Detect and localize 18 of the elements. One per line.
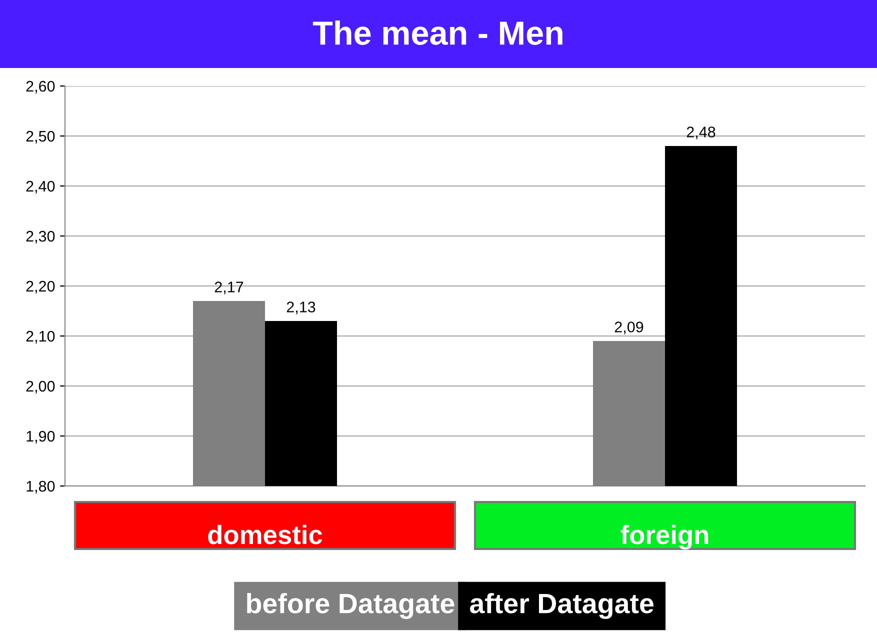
data-label: 2,17 — [214, 282, 244, 294]
data-label: 2,09 — [614, 322, 644, 334]
y-tick-label: 2,10 — [26, 330, 55, 344]
series-label: after Datagate — [470, 592, 654, 620]
series-label: before Datagate — [247, 592, 454, 620]
y-tick-label: 2,00 — [26, 380, 55, 394]
y-tick-label: 1,80 — [26, 480, 55, 494]
y-tick-label: 1,90 — [26, 430, 55, 444]
data-label: 2,48 — [686, 126, 716, 140]
y-tick-label: 2,60 — [26, 80, 55, 94]
y-tick-label: 2,20 — [26, 280, 55, 294]
y-tick-label: 2,50 — [26, 130, 55, 144]
x-tick-label: domestic — [208, 524, 322, 544]
data-label: 2,13 — [286, 302, 316, 314]
chart-title: The mean - Men — [312, 20, 562, 45]
x-tick-label: foreign — [620, 524, 708, 550]
y-tick-label: 2,40 — [26, 180, 55, 194]
y-tick-label: 2,30 — [26, 230, 55, 244]
